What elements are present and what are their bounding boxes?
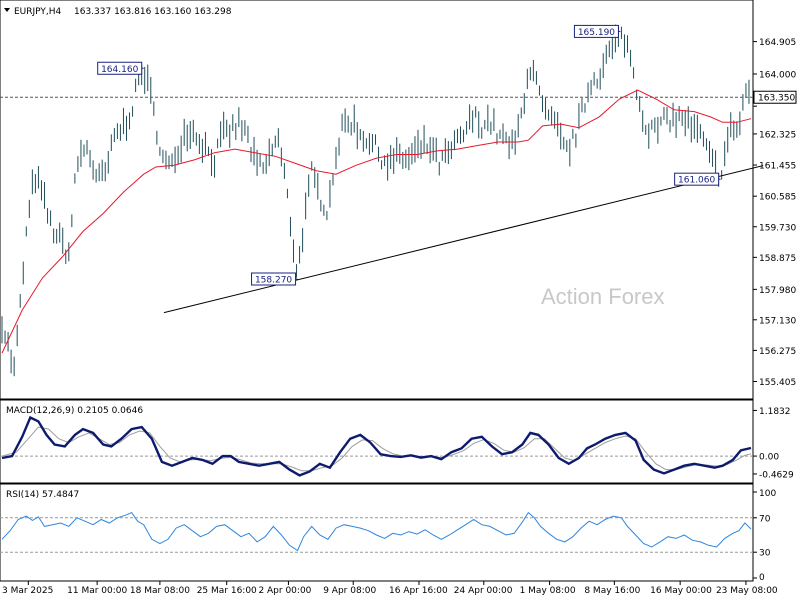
price-tick-label: 159.730: [759, 223, 796, 233]
time-tick-label: 1 May 08:00: [520, 586, 576, 596]
time-tick-label: 3 Mar 2025: [2, 586, 53, 596]
rsi-indicator: 100 70 30 0: [0, 489, 776, 583]
price-tick-label: 157.980: [759, 286, 796, 296]
price-tick-label: 156.275: [759, 347, 796, 357]
macd-line: [1, 415, 752, 477]
time-tick-label: 23 May 08:00: [716, 586, 778, 596]
price-annotation: 165.190: [573, 24, 621, 38]
macd-tick-label: -0.4629: [759, 470, 794, 480]
price-annotations: 164.160 158.270 165.190 161.060: [97, 24, 721, 286]
price-tick-label: 155.405: [759, 378, 796, 388]
watermark-text: Action Forex: [541, 284, 665, 309]
price-tick-label: 158.875: [759, 254, 796, 264]
price-axis: 164.905 164.000 163.350 162.325 161.455 160.5…: [753, 38, 797, 388]
price-tick-label: 157.130: [759, 316, 796, 326]
rsi-tick-label: 0: [759, 573, 765, 583]
price-annotation-label: 164.160: [101, 65, 138, 75]
time-tick-label: 25 Mar 16:00: [197, 586, 257, 596]
moving-average-line: [1, 89, 752, 354]
macd-header: MACD(12,26,9) 0.2105 0.0646: [6, 406, 143, 416]
macd-panel-frame: [0, 399, 754, 484]
support-trendline: [163, 165, 764, 314]
price-annotation: 164.160: [97, 61, 144, 75]
current-price-label: 163.350: [758, 94, 795, 104]
macd-tick-label: 0.00: [759, 453, 779, 463]
price-tick-label: 164.905: [759, 38, 796, 48]
time-tick-label: 18 Mar 08:00: [130, 586, 190, 596]
time-tick-label: 11 Mar 00:00: [67, 586, 127, 596]
time-tick-label: 16 May 00:00: [650, 586, 712, 596]
macd-tick-label: 1.1832: [759, 407, 791, 417]
candlestick-series: [1, 24, 750, 377]
price-annotation-label: 161.060: [678, 176, 715, 186]
rsi-line: [1, 511, 752, 552]
main-panel-frame: [0, 0, 754, 400]
dropdown-triangle-icon[interactable]: [4, 8, 10, 12]
price-annotation: 161.060: [674, 172, 721, 186]
time-tick-label: 16 Apr 16:00: [389, 586, 448, 596]
rsi-tick-label: 100: [759, 489, 776, 499]
symbol-header: EURJPY,H4: [14, 7, 62, 17]
time-tick-label: 8 May 16:00: [584, 586, 640, 596]
time-axis: 3 Mar 2025 11 Mar 00:00 18 Mar 08:00 25 Mar…: [2, 581, 778, 596]
rsi-tick-label: 30: [759, 549, 771, 559]
price-tick-label: 161.455: [759, 162, 796, 172]
price-annotation-label: 165.190: [578, 28, 615, 38]
rsi-header: RSI(14) 57.4847: [6, 490, 79, 500]
price-tick-label: 164.000: [759, 70, 796, 80]
macd-indicator: 1.1832 0.00 -0.4629: [0, 407, 794, 480]
rsi-tick-label: 70: [759, 514, 771, 524]
price-annotation-label: 158.270: [255, 276, 292, 286]
time-tick-label: 24 Apr 00:00: [454, 586, 513, 596]
price-annotation: 158.270: [251, 272, 298, 286]
ohlc-readout: 163.337 163.816 163.160 163.298: [74, 7, 232, 17]
price-tick-label: 160.585: [759, 193, 796, 203]
time-tick-label: 2 Apr 00:00: [258, 586, 311, 596]
time-tick-label: 9 Apr 08:00: [323, 586, 376, 596]
price-tick-label: 162.325: [759, 130, 796, 140]
rsi-panel-frame: [0, 483, 754, 582]
